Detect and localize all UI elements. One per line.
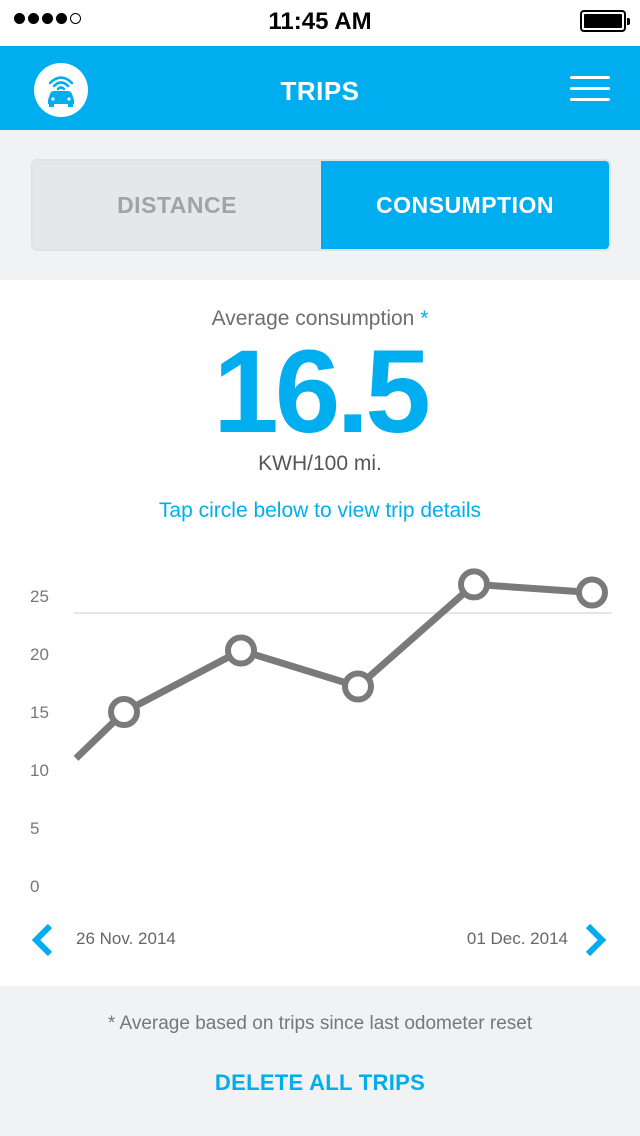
metric-segmented-control: DISTANCE CONSUMPTION xyxy=(31,159,611,251)
trip-point-4[interactable] xyxy=(458,568,490,601)
trip-point-5[interactable] xyxy=(576,576,608,609)
average-value: 16.5 xyxy=(213,326,431,458)
y-tick-label-5: 5 xyxy=(30,819,39,838)
y-tick-label-20: 20 xyxy=(30,645,49,664)
signal-strength-icon xyxy=(14,13,81,24)
y-tick-label-25: 25 xyxy=(30,587,49,606)
chevron-left-icon[interactable] xyxy=(26,922,60,958)
footer: * Average based on trips since last odom… xyxy=(0,986,640,1136)
car-connect-logo-icon[interactable] xyxy=(34,63,88,117)
average-label: Average consumption * xyxy=(0,307,640,331)
consumption-series-line xyxy=(73,580,593,761)
trip-details-hint: Tap circle below to view trip details xyxy=(158,499,482,522)
trip-point-2[interactable] xyxy=(225,634,257,667)
y-tick-label-15: 15 xyxy=(30,703,49,722)
trip-point-3[interactable] xyxy=(342,670,374,703)
y-tick-label-10: 10 xyxy=(30,761,49,780)
hamburger-menu-icon[interactable] xyxy=(570,76,612,102)
delete-all-trips-button[interactable]: DELETE ALL TRIPS xyxy=(214,1070,426,1095)
date-range-row: 26 Nov. 2014 01 Dec. 2014 xyxy=(0,918,640,962)
average-unit: KWH/100 mi. xyxy=(258,452,382,475)
tab-consumption[interactable]: CONSUMPTION xyxy=(321,161,609,249)
tab-distance[interactable]: DISTANCE xyxy=(33,161,321,249)
status-bar: 11:45 AM xyxy=(0,0,640,46)
chevron-right-icon[interactable] xyxy=(580,922,614,958)
footnote-text: * Average based on trips since last odom… xyxy=(107,1013,533,1034)
page-title: TRIPS xyxy=(280,76,360,106)
footnote-asterisk: * xyxy=(420,307,429,330)
trip-point-1[interactable] xyxy=(108,696,140,728)
battery-icon xyxy=(580,10,630,32)
status-time: 11:45 AM xyxy=(268,8,372,35)
metric-toggle-area: DISTANCE CONSUMPTION xyxy=(0,130,640,280)
average-label-text: Average consumption xyxy=(211,307,415,330)
nav-bar: TRIPS xyxy=(0,46,640,130)
y-tick-label-0: 0 xyxy=(30,877,39,896)
consumption-line-chart: 25 20 15 10 5 0 xyxy=(30,568,612,896)
end-date: 01 Dec. 2014 xyxy=(466,929,568,948)
start-date: 26 Nov. 2014 xyxy=(76,929,176,948)
